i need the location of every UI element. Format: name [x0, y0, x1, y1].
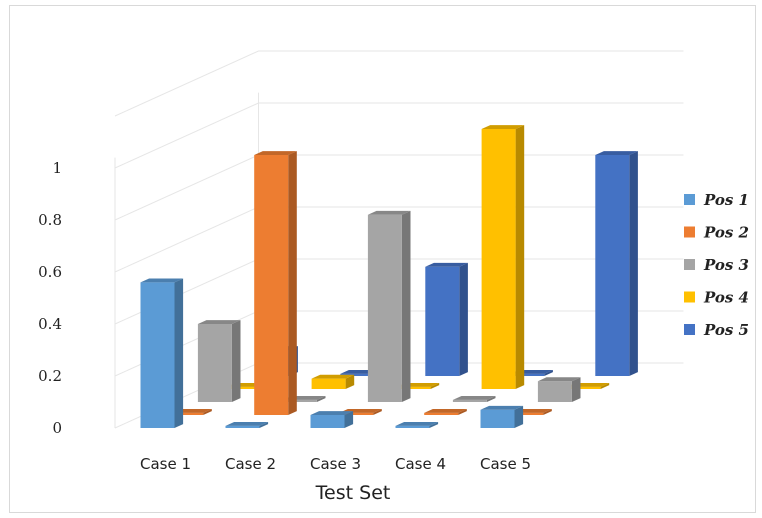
legend-label: Pos 2 [703, 224, 749, 242]
bars [140, 125, 638, 428]
legend-swatch [684, 259, 695, 270]
y-tick-label: 0.2 [38, 367, 62, 385]
y-axis-ticks: 0 0.2 0.4 0.6 0.8 1 [38, 159, 62, 437]
legend-swatch [684, 291, 695, 303]
legend-label: Pos 3 [703, 256, 749, 274]
x-axis-label: Test Set [315, 482, 391, 504]
bar-pos-1-case-2 [225, 422, 269, 428]
bar-pos-1-case-4 [395, 422, 439, 428]
y-tick-label: 0.8 [38, 211, 62, 229]
bar-pos-2-case-4 [424, 409, 467, 415]
y-tick-label: 0.6 [38, 263, 62, 281]
legend-label: Pos 1 [703, 191, 749, 209]
bar-pos-1-case-1 [140, 278, 184, 428]
x-axis-ticks: Case 1 Case 2 Case 3 Case 4 Case 5 [140, 455, 531, 473]
y-tick-label: 0 [52, 419, 62, 437]
legend-swatch [684, 226, 695, 238]
bar-pos-4-case-2 [311, 374, 355, 389]
y-tick-label: 1 [52, 159, 62, 177]
legend-label: Pos 4 [703, 289, 749, 307]
bar-pos-3-case-3 [367, 210, 411, 402]
gridline-6 [114, 50, 684, 117]
bar-pos-4-case-4 [481, 125, 525, 389]
legend: Pos 1 Pos 2 Pos 3 Pos 4 Pos 5 [684, 191, 749, 339]
bar-pos-3-case-5 [537, 377, 581, 402]
bar-pos-2-case-2 [254, 151, 297, 415]
x-tick-label: Case 3 [310, 455, 361, 473]
bar-pos-1-case-3 [310, 411, 354, 428]
x-tick-label: Case 5 [480, 455, 531, 473]
bar-pos-5-case-5 [595, 151, 638, 376]
bar-pos-1-case-5 [480, 405, 524, 428]
gridline-5 [114, 102, 684, 169]
legend-label: Pos 5 [703, 321, 749, 339]
x-tick-label: Case 1 [140, 455, 191, 473]
legend-swatch [684, 324, 695, 335]
legend-swatch [684, 194, 695, 205]
bar-pos-3-case-1 [197, 320, 241, 402]
x-tick-label: Case 4 [395, 455, 446, 473]
y-tick-label: 0.4 [38, 315, 62, 333]
x-tick-label: Case 2 [225, 455, 276, 473]
bar-pos-5-case-3 [425, 262, 468, 376]
chart-frame [9, 5, 756, 513]
bar-pos-3-case-4 [452, 396, 496, 402]
